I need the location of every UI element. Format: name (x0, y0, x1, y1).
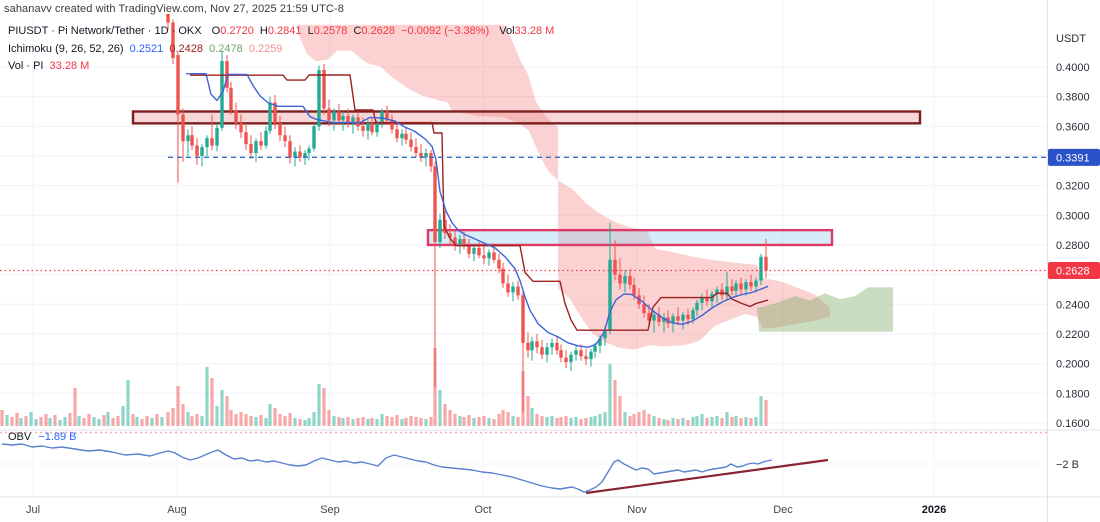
legend-volume-row[interactable]: Vol · PI 33.28 M (8, 60, 92, 72)
time-tick-Jul: Jul (26, 504, 40, 516)
price-tick-label: 0.3600 (1056, 121, 1090, 133)
obv-legend-row[interactable]: OBV −1.89 B (8, 431, 77, 443)
volume-indicator-label: Vol · PI (8, 60, 44, 72)
obv-value: −1.89 B (38, 431, 77, 443)
volume-indicator-value: 33.28 M (49, 60, 90, 72)
price-tick-label: 0.3000 (1056, 210, 1090, 222)
axis-unit-label: USDT (1056, 33, 1086, 45)
last-price-badge-text: 0.2628 (1056, 265, 1090, 277)
legend-symbol-row[interactable]: PIUSDT · Pi Network/Tether · 1D · OKX O0… (8, 25, 557, 37)
close-label: C (353, 25, 362, 37)
cloud-green-area (757, 287, 893, 332)
time-tick-Sep: Sep (320, 504, 340, 516)
price-tick-label: 0.2400 (1056, 299, 1090, 311)
price-tick-label: 0.1600 (1056, 418, 1090, 430)
close-value: 0.2628 (361, 25, 396, 37)
price-axis[interactable]: USDT 0.4000 0.3800 0.3600 0.3200 0.3000 0.2800… (1048, 33, 1100, 471)
cloud-red-area (297, 24, 558, 181)
obv-label: OBV (8, 431, 32, 443)
low-value: 0.2578 (313, 25, 348, 37)
resistance-zone-upper[interactable] (131, 110, 922, 125)
open-value: 0.2720 (220, 25, 254, 37)
obv-pane[interactable] (1, 443, 829, 495)
time-tick-Aug: Aug (167, 504, 187, 516)
symbol-title: PIUSDT · Pi Network/Tether · 1D · OKX (8, 25, 202, 37)
drawing-rectangles[interactable] (131, 110, 922, 247)
time-tick-Nov: Nov (627, 504, 647, 516)
change-value: −0.0092 (−3.38%) (401, 25, 490, 37)
ichimoku-senkou-b-value: 0.2259 (248, 43, 283, 55)
price-tick-label: 0.4000 (1056, 62, 1090, 74)
vol-label: Vol (499, 25, 515, 37)
time-tick-Dec: Dec (773, 504, 793, 516)
kijun-line (190, 74, 769, 331)
tenkan-line (186, 72, 769, 348)
legend-ichimoku-row[interactable]: Ichimoku (9, 26, 52, 26) 0.2521 0.2428 0… (8, 43, 285, 55)
ichimoku-tenkan-value: 0.2521 (129, 43, 164, 55)
obv-trendline[interactable] (585, 458, 829, 495)
price-tick-label: 0.2200 (1056, 329, 1090, 341)
time-axis[interactable]: Jul Aug Sep Oct Nov Dec 2026 (26, 504, 946, 516)
high-label: H (259, 25, 268, 37)
level-price-badge (1048, 148, 1100, 166)
low-label: L (307, 25, 314, 37)
cloud-red-area (558, 180, 830, 350)
price-tick-label: 0.2000 (1056, 359, 1090, 371)
high-value: 0.2841 (267, 25, 302, 37)
volume-bars (0, 348, 768, 426)
resistance-zone-lower[interactable] (426, 228, 834, 247)
time-tick-Oct: Oct (474, 504, 491, 516)
level-price-badge-text: 0.3391 (1056, 152, 1090, 164)
open-label: O (211, 25, 221, 37)
price-tick-label: 0.3200 (1056, 181, 1090, 193)
price-tick-label: 0.2800 (1056, 240, 1090, 252)
ichimoku-cloud (297, 24, 893, 350)
watermark: sahanavv created with TradingView.com, N… (4, 3, 344, 15)
price-tick-label: 0.3800 (1056, 92, 1090, 104)
vol-value: 33.28 M (514, 25, 555, 37)
obv-line (1, 443, 773, 493)
price-tick-label: 0.1800 (1056, 388, 1090, 400)
price-pane[interactable] (0, 0, 922, 426)
time-tick-2026: 2026 (922, 504, 946, 516)
last-price-badge (1048, 261, 1100, 279)
ichimoku-senkou-a-value: 0.2478 (209, 43, 243, 55)
ichimoku-kijun-value: 0.2428 (169, 43, 203, 55)
ichimoku-label: Ichimoku (9, 26, 52, 26) (8, 43, 124, 55)
candlesticks (166, 14, 768, 413)
obv-axis-label: −2 B (1056, 459, 1079, 471)
